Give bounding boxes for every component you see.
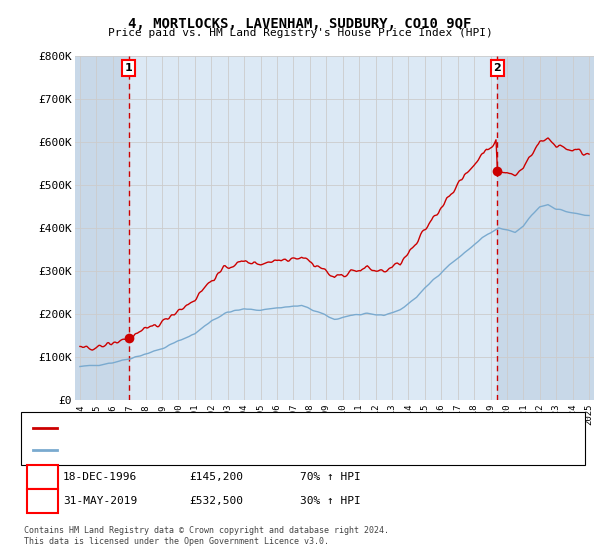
Text: Price paid vs. HM Land Registry's House Price Index (HPI): Price paid vs. HM Land Registry's House … [107,28,493,38]
Text: HPI: Average price, detached house, Babergh: HPI: Average price, detached house, Babe… [61,445,314,455]
Text: 1: 1 [125,63,133,73]
Text: 1: 1 [39,472,46,482]
Text: £145,200: £145,200 [189,472,243,482]
Text: 31-MAY-2019: 31-MAY-2019 [63,496,137,506]
Text: 18-DEC-1996: 18-DEC-1996 [63,472,137,482]
Text: 70% ↑ HPI: 70% ↑ HPI [300,472,361,482]
Text: 2: 2 [39,496,46,506]
Text: 2: 2 [493,63,501,73]
Text: 30% ↑ HPI: 30% ↑ HPI [300,496,361,506]
Text: 4, MORTLOCKS, LAVENHAM, SUDBURY, CO10 9QF: 4, MORTLOCKS, LAVENHAM, SUDBURY, CO10 9Q… [128,17,472,31]
Bar [497,56,597,400]
Text: 4, MORTLOCKS, LAVENHAM, SUDBURY, CO10 9QF (detached house): 4, MORTLOCKS, LAVENHAM, SUDBURY, CO10 9Q… [61,423,402,433]
Text: Contains HM Land Registry data © Crown copyright and database right 2024.
This d: Contains HM Land Registry data © Crown c… [24,526,389,546]
Text: £532,500: £532,500 [189,496,243,506]
Bar [72,56,128,400]
